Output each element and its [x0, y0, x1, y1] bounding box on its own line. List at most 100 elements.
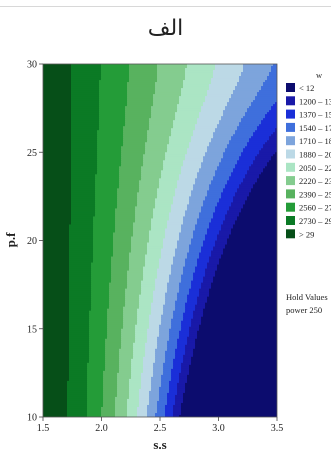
contour-band: [201, 164, 220, 167]
contour-band: [195, 226, 210, 230]
contour-band: [169, 274, 182, 278]
contour-band: [123, 310, 138, 314]
contour-band: [151, 312, 164, 316]
contour-band: [69, 364, 88, 368]
contour-band: [145, 262, 160, 266]
contour-band: [207, 230, 220, 234]
contour-band: [157, 404, 166, 408]
contour-band: [201, 286, 212, 290]
contour-band: [141, 290, 154, 294]
contour-band: [165, 158, 186, 161]
contour-band: [131, 240, 150, 244]
contour-band: [103, 398, 116, 402]
contour-band: [269, 72, 277, 75]
contour-band: [71, 66, 102, 69]
contour-band: [69, 366, 88, 370]
contour-band: [127, 406, 138, 410]
contour-band: [197, 172, 216, 175]
contour-band: [115, 210, 136, 214]
contour-band: [131, 246, 148, 250]
contour-band: [223, 252, 277, 256]
contour-band: [235, 88, 262, 91]
contour-band: [127, 286, 142, 290]
contour-band: [147, 414, 156, 417]
contour-band: [89, 334, 108, 338]
contour-band: [239, 186, 254, 189]
contour-band: [87, 392, 104, 396]
contour-band: [163, 308, 176, 312]
y-tick-label: 30: [27, 60, 37, 71]
contour-band: [181, 276, 194, 280]
contour-band: [181, 170, 200, 173]
contour-band: [105, 350, 120, 354]
contour-band: [143, 356, 156, 360]
contour-band: [97, 162, 122, 165]
contour-band: [127, 84, 156, 87]
contour-band: [241, 120, 262, 123]
contour-band: [147, 330, 160, 334]
contour-band: [243, 70, 272, 73]
contour-band: [71, 154, 98, 157]
contour-band: [193, 354, 277, 358]
contour-band: [87, 370, 104, 374]
contour-band: [119, 348, 134, 352]
contour-band: [125, 106, 152, 109]
contour-band: [155, 90, 182, 93]
contour-band: [219, 232, 232, 236]
contour-band: [179, 380, 188, 384]
contour-band: [157, 74, 186, 77]
contour-band: [115, 400, 128, 404]
contour-band: [177, 390, 186, 394]
contour-band: [203, 200, 220, 203]
contour-band: [133, 352, 146, 356]
contour-band: [93, 244, 114, 248]
contour-band: [87, 380, 104, 384]
contour-band: [187, 296, 198, 300]
contour-band: [141, 168, 164, 171]
panel-label: الف: [147, 16, 184, 41]
contour-band: [69, 304, 92, 308]
contour-band: [161, 176, 180, 179]
contour-band: [185, 382, 277, 386]
contour-band: [173, 364, 182, 368]
contour-band: [69, 226, 94, 230]
contour-band: [271, 66, 277, 69]
contour-band: [121, 330, 136, 334]
contour-band: [91, 298, 110, 302]
contour-band: [71, 208, 96, 212]
contour-band: [185, 302, 198, 306]
contour-band: [89, 330, 108, 334]
contour-band: [139, 296, 154, 300]
contour-band: [215, 66, 244, 69]
contour-band: [71, 158, 98, 161]
contour-band: [137, 202, 156, 205]
contour-band: [113, 240, 132, 244]
contour-band: [213, 280, 277, 284]
contour-band: [153, 294, 166, 298]
contour-band: [67, 380, 88, 384]
contour-band: [119, 178, 142, 181]
contour-band: [203, 310, 277, 314]
contour-band: [173, 196, 190, 199]
contour-band: [67, 404, 88, 408]
contour-band: [213, 212, 228, 216]
contour-band: [123, 316, 138, 320]
contour-band: [149, 400, 158, 404]
contour-band: [67, 408, 88, 412]
contour-band: [215, 130, 236, 133]
contour-band: [153, 298, 166, 302]
contour-band: [213, 74, 242, 77]
contour-band: [155, 282, 168, 286]
contour-band: [197, 332, 277, 336]
contour-band: [93, 218, 116, 222]
contour-band: [145, 258, 160, 262]
contour-band: [193, 132, 214, 135]
contour-band: [69, 240, 94, 244]
contour-band: [153, 216, 170, 220]
contour-band: [97, 172, 120, 175]
contour-band: [89, 324, 108, 328]
contour-band: [97, 170, 120, 173]
contour-band: [89, 340, 106, 344]
contour-band: [109, 298, 126, 302]
contour-band: [109, 282, 128, 286]
